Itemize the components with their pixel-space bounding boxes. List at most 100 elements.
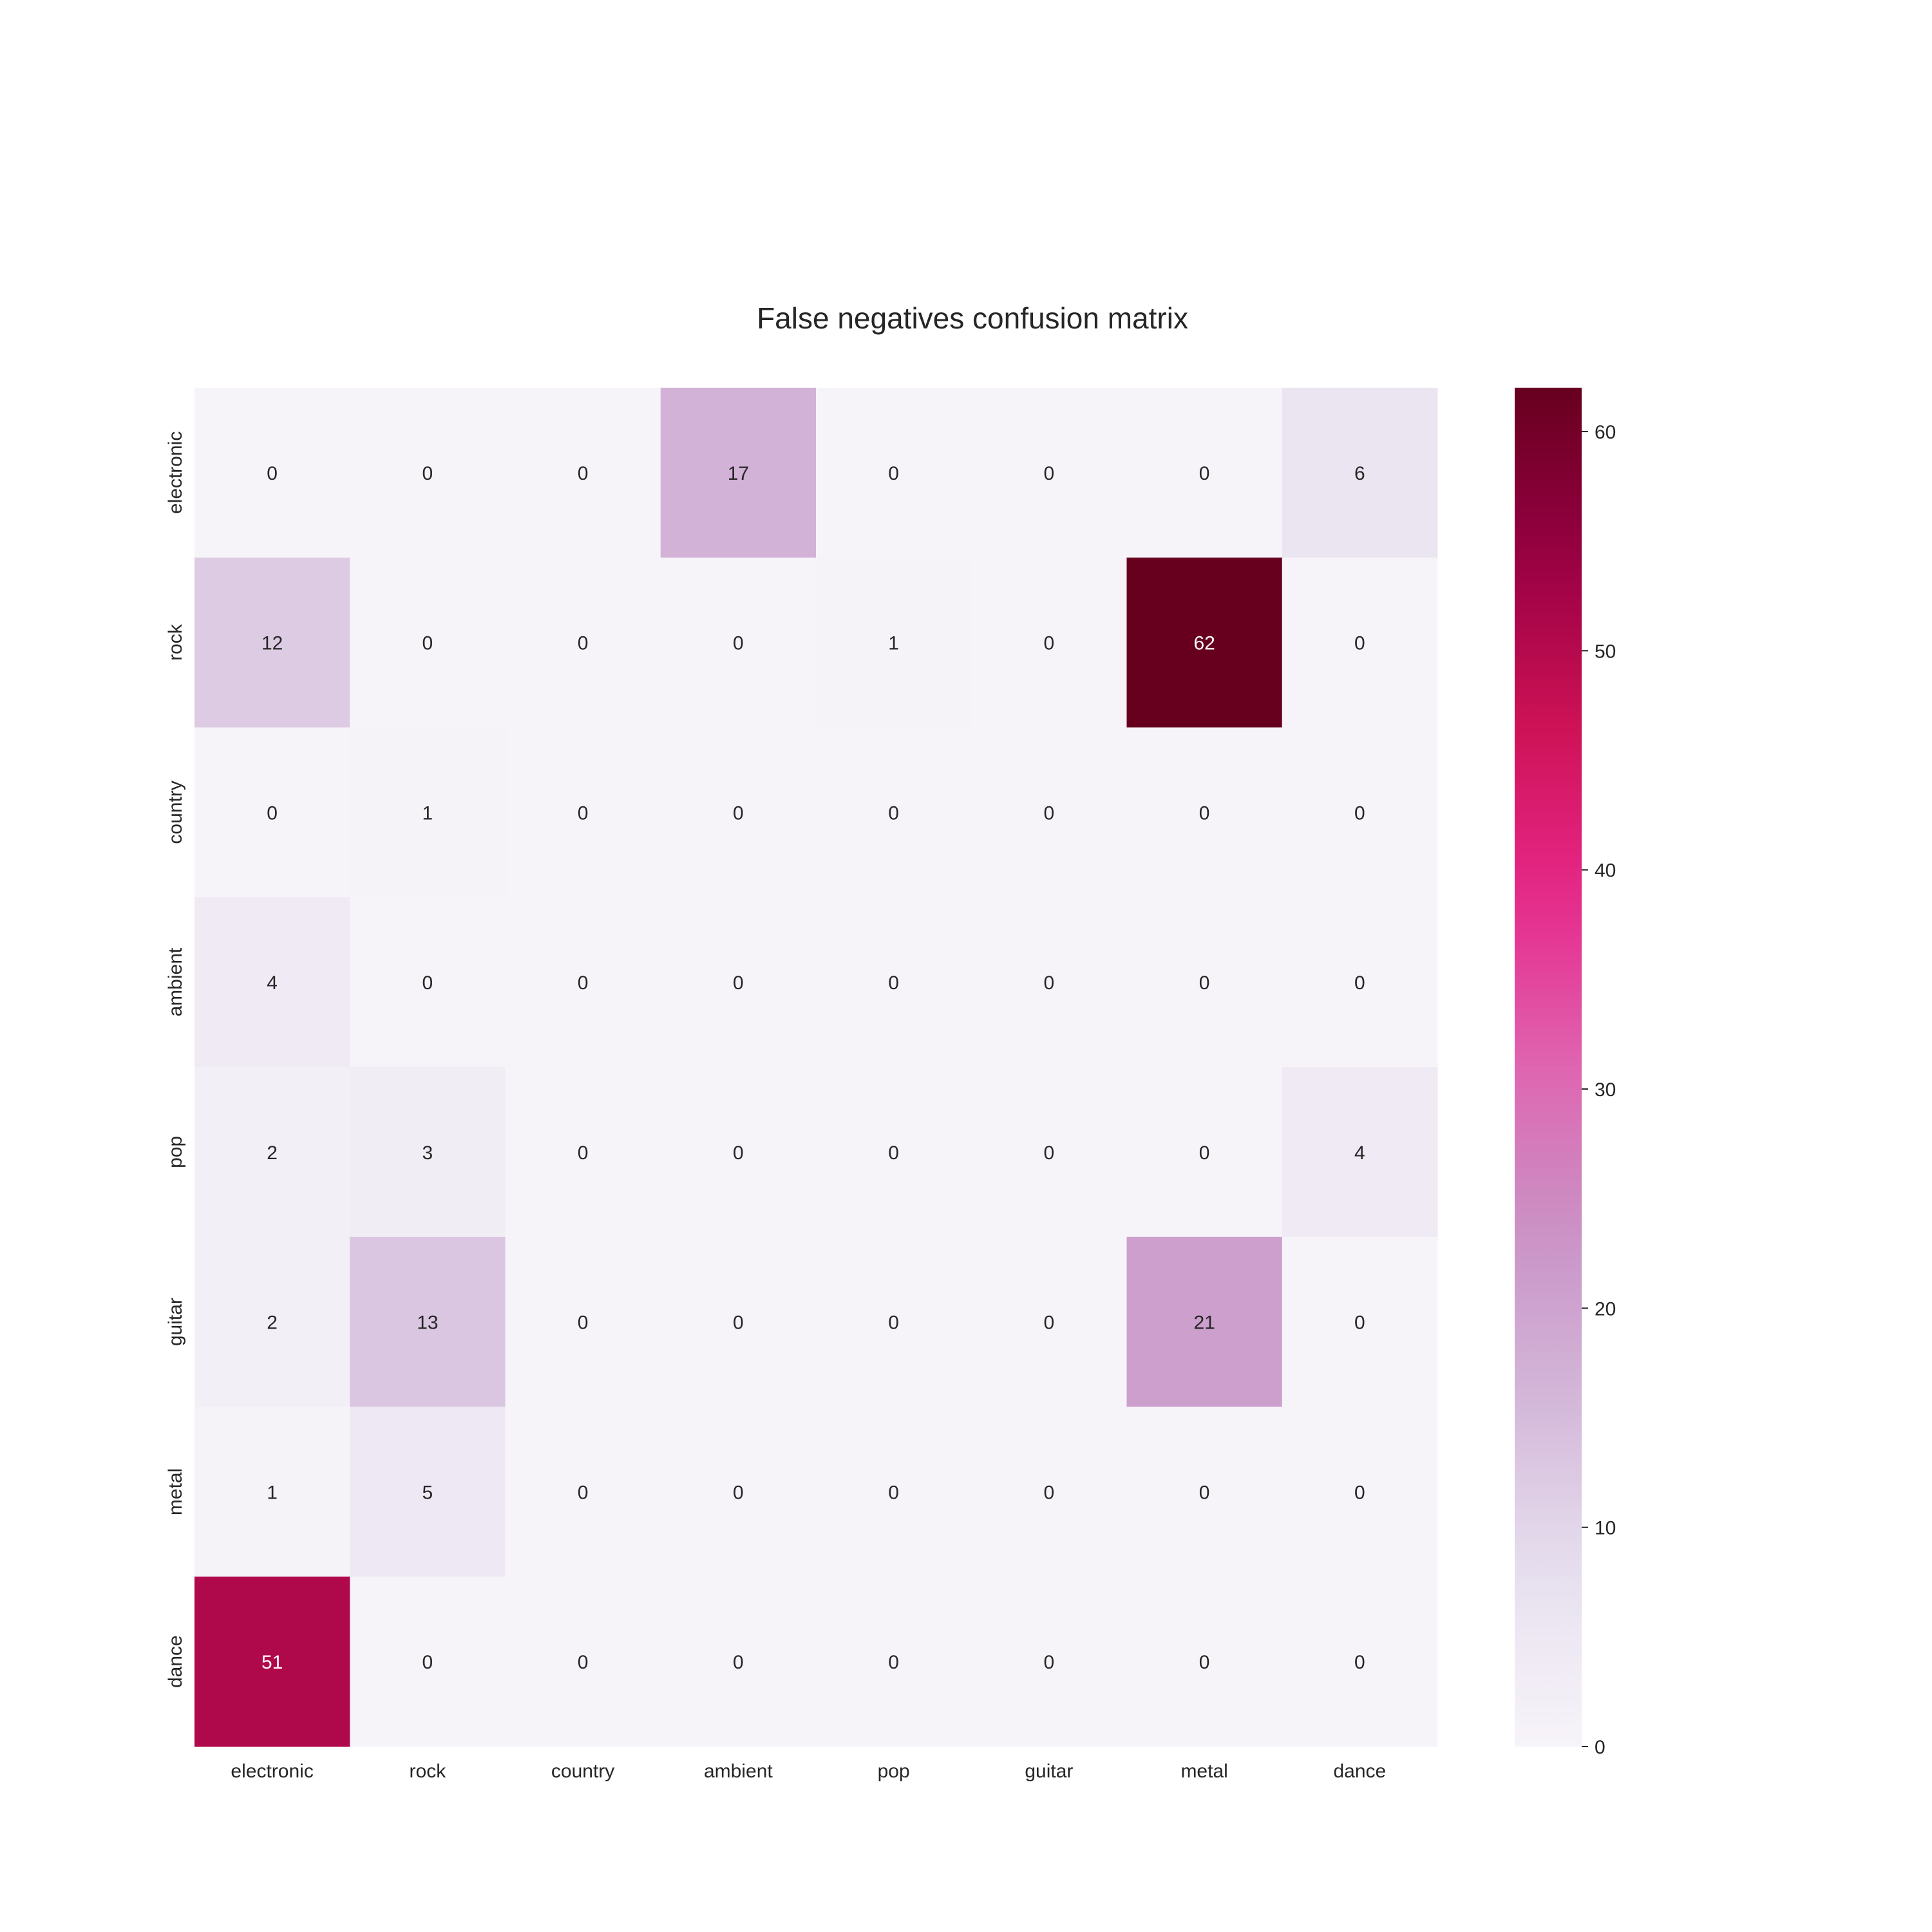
heatmap-cell [194,727,350,898]
heatmap-cell [1126,557,1283,728]
cell-value-label: 0 [1044,1482,1055,1503]
heatmap-cell [971,1577,1127,1747]
cell-value-label: 2 [267,1312,278,1334]
cell-value-label: 0 [1354,1482,1365,1503]
colorbar-tick-label: 60 [1595,422,1616,443]
cell-value-label: 17 [728,463,749,484]
cell-value-label: 0 [733,972,744,994]
heatmap-cell [1282,1236,1438,1407]
heatmap-cell [505,1406,661,1577]
cell-value-label: 62 [1193,633,1215,654]
cell-value-label: 0 [1044,802,1055,824]
heatmap-cell [816,1406,972,1577]
cell-value-label: 0 [1199,1142,1210,1164]
cell-value-label: 0 [888,463,899,484]
cell-value-label: 0 [733,1312,744,1334]
y-tick-label: pop [165,1136,186,1168]
heatmap-cell [1282,1577,1438,1747]
cell-value-label: 2 [267,1142,278,1164]
heatmap-cell [194,388,350,558]
x-tick-label: rock [410,1761,447,1782]
cell-value-label: 0 [578,1652,589,1673]
cell-value-label: 0 [1354,1312,1365,1334]
heatmap-cell [1126,727,1283,898]
heatmap-cell [971,897,1127,1068]
cell-value-label: 0 [1044,1142,1055,1164]
heatmap-cell [350,727,506,898]
cell-value-label: 0 [888,802,899,824]
heatmap-cell [350,1406,506,1577]
heatmap-cell [194,557,350,728]
cell-value-label: 0 [888,1652,899,1673]
y-tick-label: ambient [165,947,186,1016]
cell-value-label: 0 [1199,1652,1210,1673]
heatmap-cell [1282,557,1438,728]
heatmap-cell [660,1406,817,1577]
cell-value-label: 0 [1044,633,1055,654]
cell-value-label: 0 [1354,972,1365,994]
heatmap-cell [971,1067,1127,1238]
heatmap-cell [505,1067,661,1238]
heatmap-cell [1126,1406,1283,1577]
chart-title: False negatives confusion matrix [757,301,1188,335]
cell-value-label: 0 [578,802,589,824]
cell-value-label: 1 [267,1482,278,1503]
x-tick-label: ambient [704,1761,773,1782]
heatmap-cell [660,1067,817,1238]
cell-value-label: 0 [578,972,589,994]
y-tick-label: guitar [165,1298,186,1346]
heatmap-cell [505,388,661,558]
heatmap-cell [1126,1067,1283,1238]
heatmap-cell [660,727,817,898]
x-tick-label: guitar [1025,1761,1073,1782]
heatmap-cell [350,557,506,728]
heatmap-cell [194,1236,350,1407]
cell-value-label: 12 [261,633,283,654]
heatmap-cell [505,1236,661,1407]
heatmap-cell [1282,1067,1438,1238]
colorbar-tick-label: 0 [1595,1737,1605,1758]
cell-value-label: 51 [261,1652,283,1673]
cell-value-label: 0 [422,463,433,484]
heatmap-cell [505,727,661,898]
cell-value-label: 0 [422,633,433,654]
y-tick-label: rock [165,623,186,661]
cell-value-label: 0 [1354,802,1365,824]
heatmap-cell [350,1236,506,1407]
cell-value-label: 0 [1044,463,1055,484]
x-tick-label: dance [1334,1761,1387,1782]
heatmap-cell [1126,388,1283,558]
y-axis-ticks: electronic rock country ambient pop guitar met… [165,431,186,1688]
cell-value-label: 0 [1044,1652,1055,1673]
cell-value-label: 13 [417,1312,438,1334]
heatmap-cell [816,1067,972,1238]
y-tick-label: metal [165,1468,186,1515]
heatmap-cell [505,1577,661,1747]
cell-value-label: 0 [733,633,744,654]
heatmap-cells [194,388,1438,1747]
cell-value-label: 0 [1199,463,1210,484]
cell-value-label: 0 [1199,802,1210,824]
heatmap-cell [1282,1406,1438,1577]
cell-value-label: 0 [578,633,589,654]
y-tick-label: electronic [165,431,186,514]
x-tick-label: electronic [231,1761,313,1782]
colorbar-gradient [1515,388,1582,1747]
heatmap-cell [194,1067,350,1238]
heatmap-cell [350,897,506,1068]
heatmap-cell [194,1577,350,1747]
heatmap-cell [350,1067,506,1238]
colorbar-tick-label: 10 [1595,1518,1616,1539]
cell-value-label: 5 [422,1482,433,1503]
heatmap-cell [816,388,972,558]
cell-value-label: 0 [578,463,589,484]
heatmap-cell [660,897,817,1068]
heatmap-cell [816,897,972,1068]
cell-value-label: 0 [578,1142,589,1164]
cell-value-label: 4 [267,972,278,994]
colorbar: 0 10 20 30 40 50 60 [1515,388,1616,1758]
cell-value-label: 0 [1354,633,1365,654]
x-axis-ticks: electronic rock country ambient pop guitar met… [231,1761,1386,1782]
cell-value-label: 3 [422,1142,433,1164]
